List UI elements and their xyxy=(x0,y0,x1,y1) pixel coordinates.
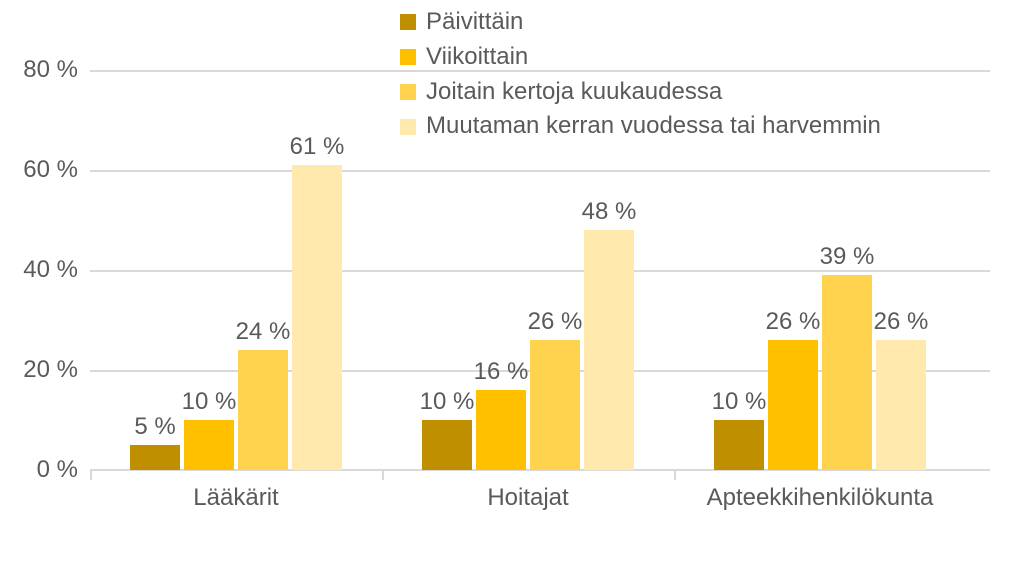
x-tick xyxy=(674,470,676,480)
bar: 61 % xyxy=(292,165,342,470)
x-category-label: Apteekkihenkilökunta xyxy=(707,470,934,512)
bar-value-label: 5 % xyxy=(134,413,175,441)
bar: 48 % xyxy=(584,230,634,470)
legend-label: Päivittäin xyxy=(426,5,523,40)
y-tick-label: 60 % xyxy=(23,156,90,184)
legend-label: Joitain kertoja kuukaudessa xyxy=(426,75,722,110)
y-tick-label: 20 % xyxy=(23,356,90,384)
legend-item: Muutaman kerran vuodessa tai harvemmin xyxy=(400,109,881,144)
x-category-label: Lääkärit xyxy=(193,470,278,512)
bar-value-label: 24 % xyxy=(236,318,291,346)
bar-value-label: 10 % xyxy=(420,388,475,416)
bar: 24 % xyxy=(238,350,288,470)
bar: 39 % xyxy=(822,275,872,470)
bar: 26 % xyxy=(530,340,580,470)
bar: 10 % xyxy=(422,420,472,470)
legend-label: Muutaman kerran vuodessa tai harvemmin xyxy=(426,109,881,144)
grouped-bar-chart: 0 %20 %40 %60 %80 %Lääkärit5 %10 %24 %61… xyxy=(0,0,1024,580)
bar: 10 % xyxy=(714,420,764,470)
bar: 26 % xyxy=(768,340,818,470)
bar-value-label: 48 % xyxy=(582,198,637,226)
bar-value-label: 16 % xyxy=(474,358,529,386)
bar-value-label: 26 % xyxy=(874,308,929,336)
bar-value-label: 26 % xyxy=(528,308,583,336)
bar-value-label: 39 % xyxy=(820,243,875,271)
legend-item: Viikoittain xyxy=(400,40,881,75)
legend-item: Päivittäin xyxy=(400,5,881,40)
legend-swatch xyxy=(400,49,416,65)
y-tick-label: 40 % xyxy=(23,256,90,284)
bar: 10 % xyxy=(184,420,234,470)
legend: PäivittäinViikoittainJoitain kertoja kuu… xyxy=(400,5,881,144)
legend-label: Viikoittain xyxy=(426,40,528,75)
bar-value-label: 10 % xyxy=(712,388,767,416)
y-tick-label: 80 % xyxy=(23,56,90,84)
y-tick-label: 0 % xyxy=(37,456,90,484)
legend-item: Joitain kertoja kuukaudessa xyxy=(400,75,881,110)
bar-value-label: 61 % xyxy=(290,133,345,161)
bar: 16 % xyxy=(476,390,526,470)
bar: 26 % xyxy=(876,340,926,470)
x-tick xyxy=(90,470,92,480)
gridline xyxy=(90,170,990,172)
legend-swatch xyxy=(400,14,416,30)
bar: 5 % xyxy=(130,445,180,470)
legend-swatch xyxy=(400,119,416,135)
x-tick xyxy=(382,470,384,480)
bar-value-label: 10 % xyxy=(182,388,237,416)
legend-swatch xyxy=(400,84,416,100)
bar-value-label: 26 % xyxy=(766,308,821,336)
x-category-label: Hoitajat xyxy=(487,470,568,512)
